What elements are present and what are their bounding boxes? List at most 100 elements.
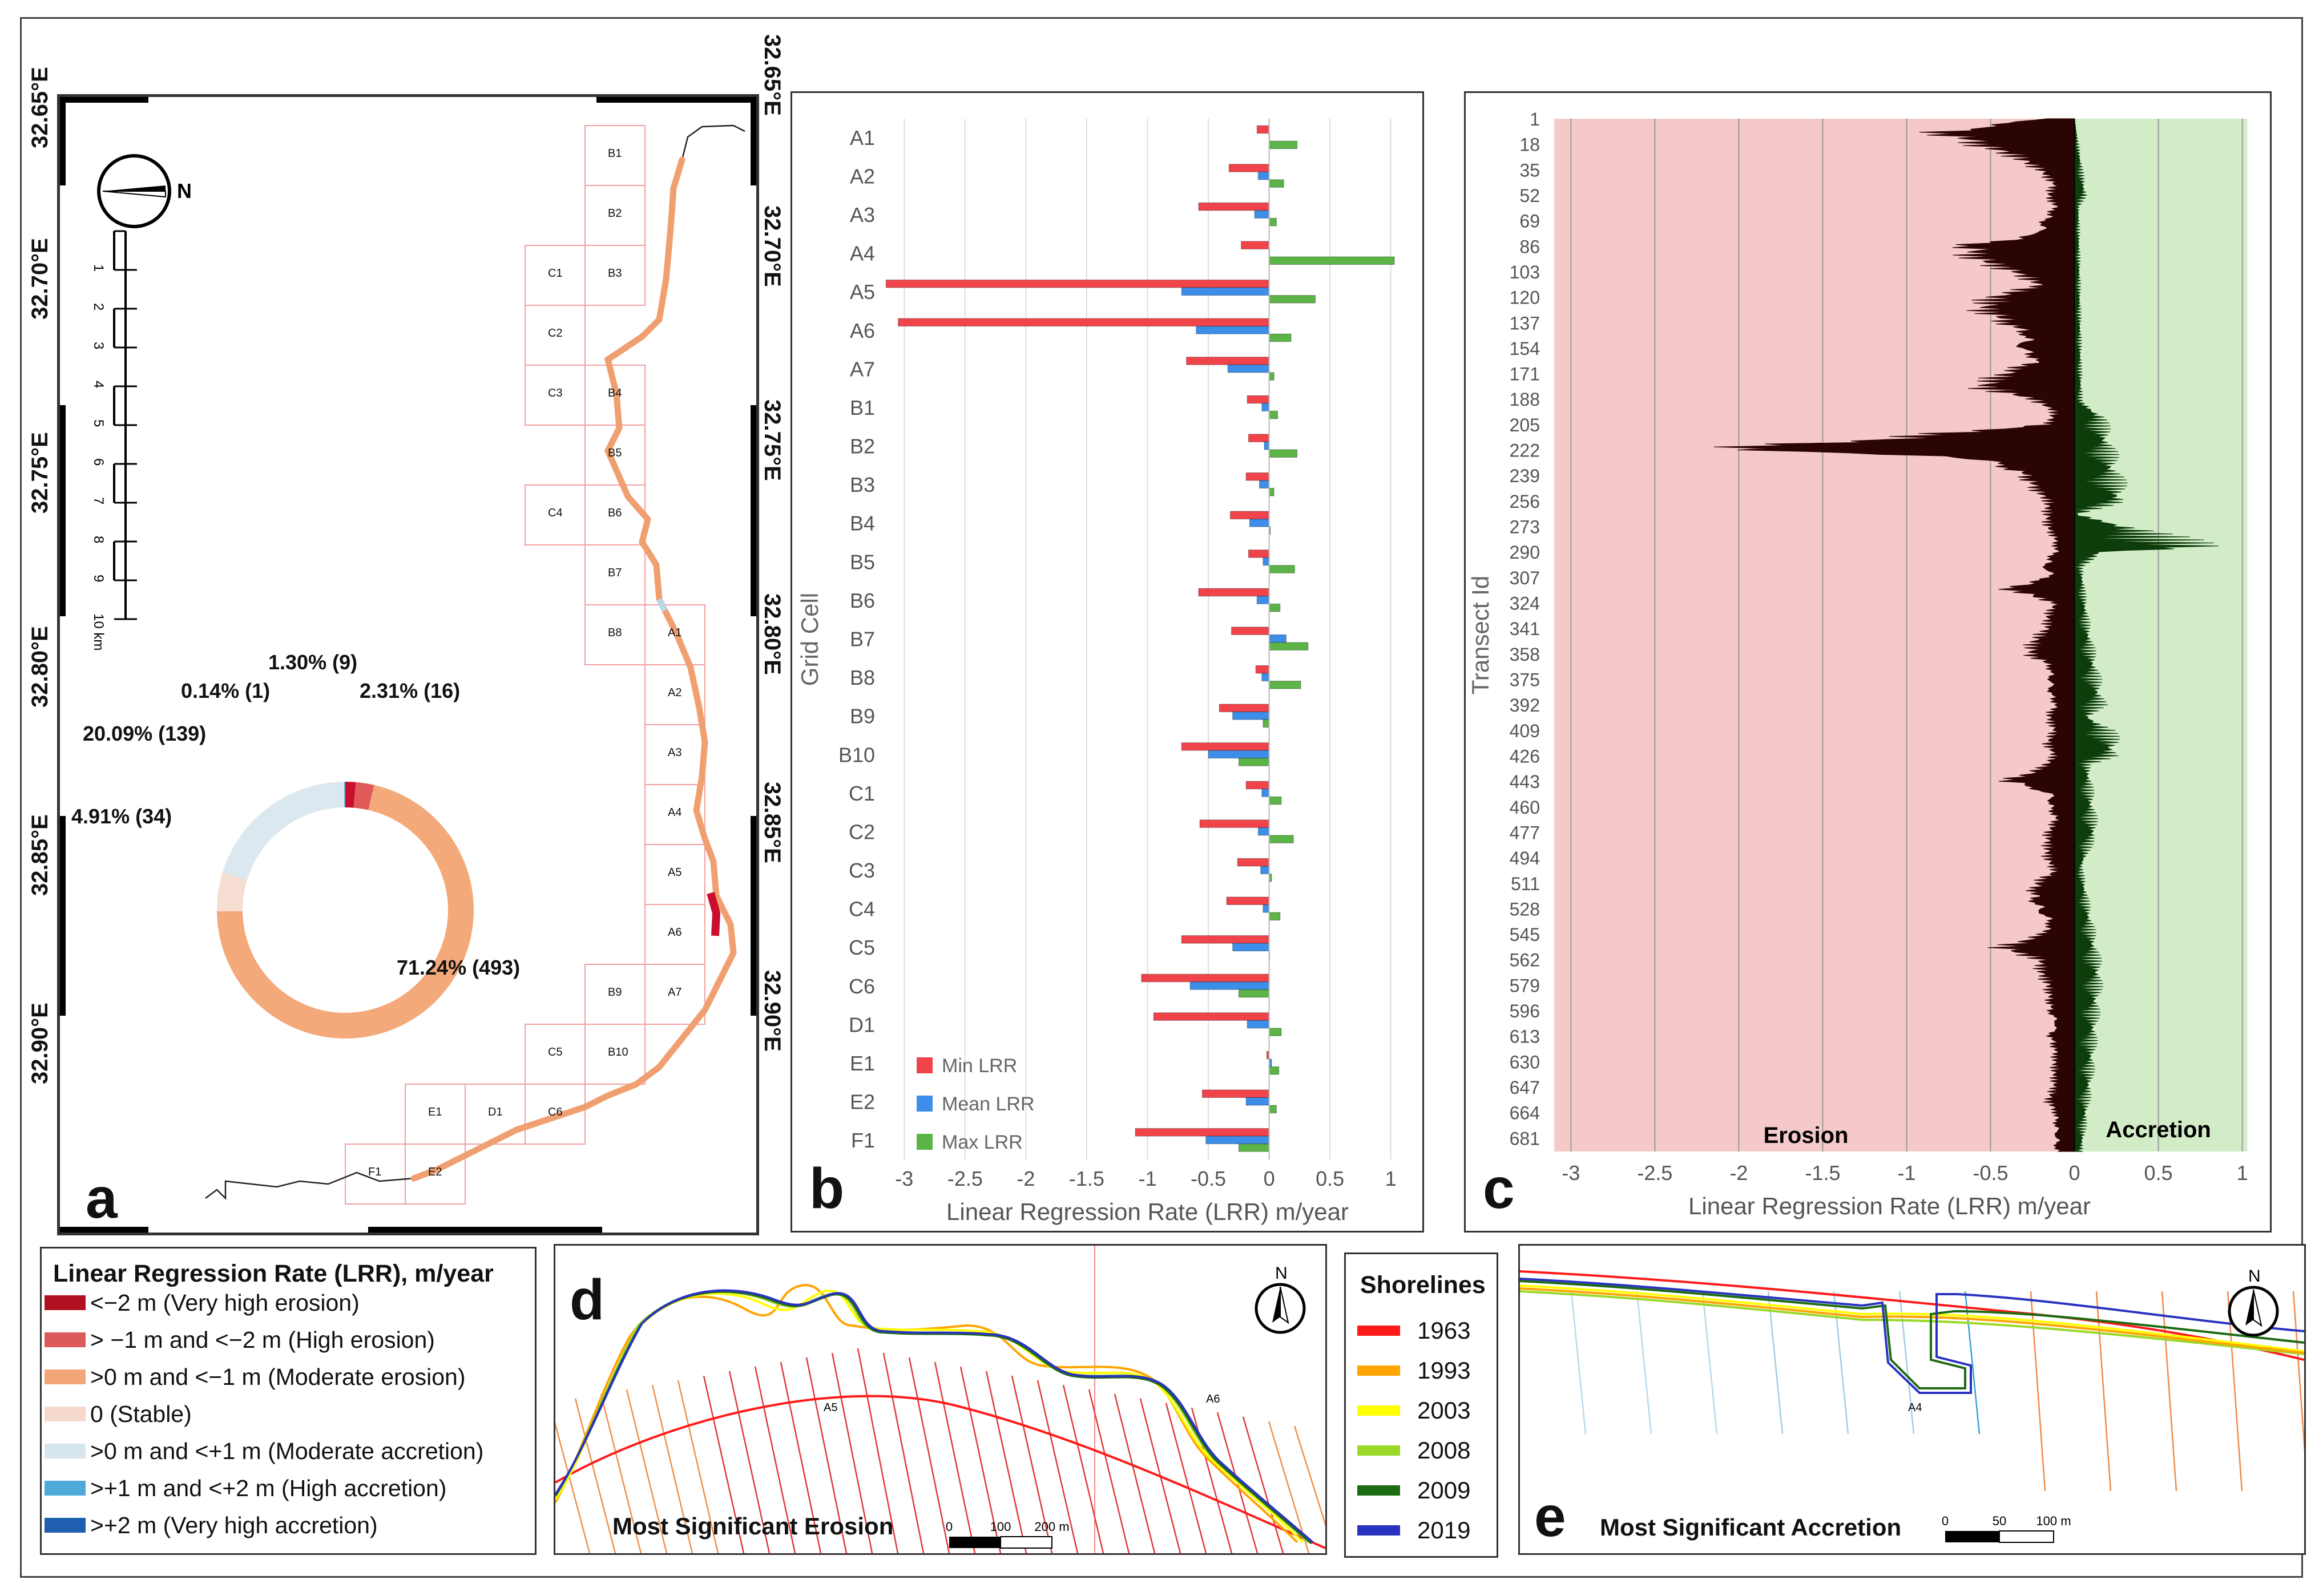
erosion-caption: Most Significant Erosion	[612, 1513, 894, 1540]
panel-a-map: N 1 2 3 4 5 6 7 8 9 10 km a B1 B2 C1 B3 C2 C3 B4 B5 C4 B6 B…	[57, 94, 759, 1235]
bar-mean-lrr	[1264, 441, 1270, 450]
y-tick-label: F1	[851, 1129, 875, 1152]
lrr-legend-item: >+2 m (Very high accretion)	[45, 1511, 378, 1540]
scale-bar: 1 2 3 4 5 6 7 8 9 10 km	[91, 230, 137, 650]
accretion-caption: Most Significant Accretion	[1600, 1514, 1902, 1541]
legend-label: > −1 m and <−2 m (High erosion)	[90, 1326, 435, 1353]
y-tick-label: B7	[850, 628, 875, 651]
shoreline-legend: Shorelines 1963 1993 2003 2008 2009 2019	[1344, 1252, 1498, 1558]
y-tick-label: 511	[1511, 874, 1540, 894]
shoreline-swatch	[1357, 1485, 1400, 1496]
bar-min-lrr	[1247, 395, 1270, 404]
transect-line	[1088, 1389, 1130, 1553]
y-tick-label: 375	[1510, 669, 1540, 690]
lat-label-right: 32.65°E	[760, 34, 785, 116]
legend-label: Min LRR	[942, 1055, 1017, 1077]
bar-min-lrr	[1248, 549, 1270, 558]
y-tick-label: 290	[1510, 542, 1540, 563]
transect-line	[677, 1380, 719, 1553]
bar-max-lrr	[1269, 603, 1281, 612]
transect-line	[600, 1393, 642, 1553]
north-arrow-icon: N	[2228, 1267, 2279, 1337]
scale-e-0: 0	[1942, 1514, 1949, 1528]
region-label-accretion: Accretion	[2106, 1117, 2211, 1142]
shoreline-swatch	[1357, 1445, 1400, 1456]
north-label-e: N	[2248, 1267, 2261, 1286]
lat-label-left: 32.75°E	[27, 432, 53, 514]
transect-line	[2292, 1291, 2304, 1453]
grid-cell-label: A2	[668, 686, 682, 699]
x-tick-label: 0	[1264, 1167, 1275, 1190]
bar-min-lrr	[1228, 164, 1270, 172]
donut-slice	[217, 872, 248, 912]
y-tick-label: 477	[1510, 822, 1540, 843]
grid-cell-label: B1	[608, 147, 622, 160]
y-tick-label: 273	[1510, 517, 1540, 538]
y-tick-label: B5	[850, 550, 875, 573]
shoreline-1963	[555, 1395, 1325, 1549]
shoreline-e-1993	[1520, 1287, 2304, 1354]
grid-cell-label: B10	[608, 1046, 628, 1058]
y-tick-label: C4	[849, 898, 875, 921]
grid-cell-label: B9	[608, 986, 622, 999]
bar-mean-lrr	[1259, 480, 1270, 489]
y-tick-label: 69	[1519, 211, 1540, 232]
transect-line	[626, 1389, 668, 1553]
bar-max-lrr	[1269, 410, 1279, 419]
x-tick-label: -3	[1562, 1161, 1580, 1185]
north-arrow-icon: N	[1255, 1264, 1306, 1334]
y-tick-label: 596	[1510, 1001, 1540, 1021]
grid-cell-label: A4	[668, 806, 682, 819]
panel-b-chart: -3 -2.5 -2 -1.5 -1 -0.5 0 0.5 1 A1 A2 A3 A4 A5 A6 A7 B1 B…	[791, 91, 1424, 1233]
grid-cell-label: C1	[548, 267, 563, 280]
legend-swatch	[917, 1134, 933, 1150]
scale-tick-label: 1	[91, 264, 106, 272]
lrr-legend-item: >0 m and <+1 m (Moderate accretion)	[45, 1437, 483, 1465]
bar-min-lrr	[1201, 1089, 1270, 1098]
scale-e-black	[1945, 1531, 1999, 1542]
scale-e-50: 50	[1993, 1514, 2006, 1528]
lat-label-right: 32.80°E	[760, 593, 785, 675]
shoreline-legend-item: 2009	[1357, 1477, 1470, 1504]
panel-label-b: b	[809, 1157, 845, 1221]
panel-label-a: a	[86, 1166, 118, 1230]
bar-mean-lrr	[1232, 712, 1270, 720]
lrr-legend-item: >+1 m and <+2 m (High accretion)	[45, 1474, 446, 1502]
bar-min-lrr	[1219, 704, 1270, 713]
legend-swatch	[45, 1407, 86, 1421]
lat-label-left: 32.85°E	[27, 814, 53, 896]
scale-d-100: 100	[990, 1520, 1011, 1534]
scale-d-0: 0	[946, 1520, 953, 1534]
panel-d-svg: A5 A6 0 100 200 m N	[555, 1246, 1325, 1553]
bar-max-lrr	[1269, 835, 1294, 843]
x-tick-label: -2.5	[947, 1167, 983, 1190]
legend-label: >+1 m and <+2 m (High accretion)	[90, 1474, 447, 1501]
legend-swatch	[917, 1057, 933, 1073]
bar-max-lrr	[1269, 372, 1275, 381]
grid-cell-label: B5	[608, 447, 622, 459]
shoreline-e-2019	[1520, 1278, 2304, 1394]
bar-max-lrr	[1269, 140, 1298, 150]
grid-cell-label: E1	[428, 1106, 442, 1118]
bar-max-lrr	[1269, 1028, 1282, 1036]
map-a-svg: N 1 2 3 4 5 6 7 8 9 10 km	[60, 97, 756, 1233]
y-tick-label: B4	[850, 512, 875, 535]
y-tick-label: 120	[1510, 288, 1540, 308]
lat-label-right: 32.85°E	[760, 782, 785, 863]
transect-line	[882, 1352, 925, 1553]
grid-cell	[525, 1084, 586, 1145]
transect-line	[2161, 1291, 2177, 1492]
label-a5: A5	[824, 1401, 837, 1414]
bar-min-lrr	[1245, 472, 1270, 481]
x-tick-label: 1	[2237, 1161, 2248, 1185]
shoreline-e-2008	[1520, 1290, 2304, 1355]
bar-mean-lrr	[1205, 1136, 1270, 1145]
bar-min-lrr	[1229, 511, 1270, 520]
grid-cell-label: B8	[608, 627, 622, 639]
shoreline-year: 2019	[1417, 1517, 1471, 1544]
y-tick-label: B6	[850, 589, 875, 612]
bar-max-lrr	[1269, 796, 1282, 805]
shoreline-year: 2008	[1417, 1437, 1471, 1464]
y-tick-label: B3	[850, 473, 875, 496]
bar-mean-lrr	[1261, 403, 1270, 411]
